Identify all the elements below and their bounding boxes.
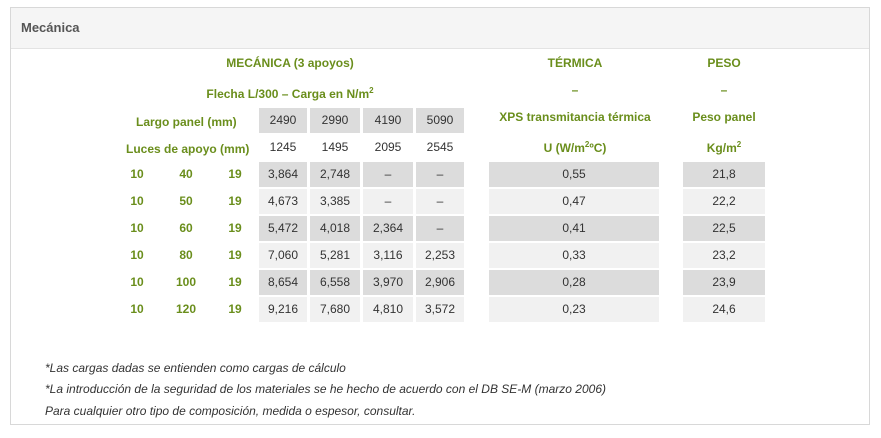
row-value-1: 10 bbox=[130, 167, 144, 181]
load-cell: 4,673 bbox=[259, 189, 307, 214]
load-cell: – bbox=[363, 162, 413, 187]
load-cell: 8,654 bbox=[259, 270, 307, 295]
note-line: Para cualquier otro tipo de composición,… bbox=[45, 404, 416, 418]
row-value-3: 19 bbox=[228, 194, 242, 208]
peso-cell: 22,2 bbox=[683, 189, 765, 214]
header-xps: XPS transmitancia térmica bbox=[499, 110, 651, 124]
label-largo-panel: Largo panel (mm) bbox=[136, 115, 237, 129]
load-cell: 4,810 bbox=[363, 297, 413, 322]
u-cell: 0,23 bbox=[489, 297, 659, 322]
largo-cell: 4190 bbox=[363, 108, 413, 133]
load-cell: – bbox=[416, 189, 464, 214]
header-u: U (W/m2ºC) bbox=[490, 140, 660, 155]
row-value-1: 10 bbox=[130, 221, 144, 235]
header-flecha: Flecha L/300 – Carga en N/m2 bbox=[170, 86, 410, 101]
peso-cell: 24,6 bbox=[683, 297, 765, 322]
row-value-2: 40 bbox=[179, 167, 193, 181]
kg-sup: 2 bbox=[736, 140, 742, 149]
u-suffix: ºC) bbox=[589, 141, 607, 155]
luces-cell: 2095 bbox=[363, 135, 413, 160]
u-cell: 0,55 bbox=[489, 162, 659, 187]
load-cell: 2,906 bbox=[416, 270, 464, 295]
u-sup: 2 bbox=[584, 140, 590, 149]
row-value-1: 10 bbox=[130, 275, 144, 289]
row-value-1: 10 bbox=[130, 248, 144, 262]
largo-cell: 5090 bbox=[416, 108, 464, 133]
header-kg: Kg/m2 bbox=[683, 140, 765, 155]
note-line: *Las cargas dadas se entienden como carg… bbox=[45, 361, 346, 375]
termica-dash: – bbox=[571, 83, 579, 97]
load-cell: 3,572 bbox=[416, 297, 464, 322]
panel-header: Mecánica bbox=[11, 8, 869, 49]
load-cell: 6,558 bbox=[310, 270, 360, 295]
row-value-1: 10 bbox=[130, 302, 144, 316]
header-peso: PESO bbox=[707, 56, 741, 70]
row-value-3: 19 bbox=[228, 275, 242, 289]
u-cell: 0,33 bbox=[489, 243, 659, 268]
row-value-3: 19 bbox=[228, 167, 242, 181]
u-cell: 0,41 bbox=[489, 216, 659, 241]
u-prefix: U (W/m bbox=[543, 141, 585, 155]
load-cell: 3,864 bbox=[259, 162, 307, 187]
row-value-2: 100 bbox=[175, 275, 197, 289]
flecha-text: Flecha L/300 – Carga en N/m bbox=[206, 87, 370, 101]
row-value-2: 50 bbox=[179, 194, 193, 208]
u-cell: 0,28 bbox=[489, 270, 659, 295]
row-value-3: 19 bbox=[228, 248, 242, 262]
load-cell: 5,472 bbox=[259, 216, 307, 241]
row-value-1: 10 bbox=[130, 194, 144, 208]
row-value-2: 60 bbox=[179, 221, 193, 235]
row-value-2: 120 bbox=[175, 302, 197, 316]
label-luces-apoyo: Luces de apoyo (mm) bbox=[126, 142, 250, 156]
peso-cell: 22,5 bbox=[683, 216, 765, 241]
row-value-3: 19 bbox=[228, 302, 242, 316]
largo-cell: 2990 bbox=[310, 108, 360, 133]
load-cell: 4,018 bbox=[310, 216, 360, 241]
luces-cell: 2545 bbox=[416, 135, 464, 160]
largo-cell: 2490 bbox=[259, 108, 307, 133]
load-cell: 7,060 bbox=[259, 243, 307, 268]
load-cell: 2,253 bbox=[416, 243, 464, 268]
load-cell: – bbox=[363, 189, 413, 214]
header-termica: TÉRMICA bbox=[547, 56, 603, 70]
u-cell: 0,47 bbox=[489, 189, 659, 214]
load-cell: 9,216 bbox=[259, 297, 307, 322]
load-cell: 2,748 bbox=[310, 162, 360, 187]
load-cell: – bbox=[416, 216, 464, 241]
kg-prefix: Kg/m bbox=[706, 141, 737, 155]
load-cell: 7,680 bbox=[310, 297, 360, 322]
luces-cell: 1495 bbox=[310, 135, 360, 160]
peso-cell: 23,9 bbox=[683, 270, 765, 295]
note-line: *La introducción de la seguridad de los … bbox=[45, 382, 606, 396]
row-value-3: 19 bbox=[228, 221, 242, 235]
peso-cell: 21,8 bbox=[683, 162, 765, 187]
load-cell: 3,970 bbox=[363, 270, 413, 295]
load-cell: 3,385 bbox=[310, 189, 360, 214]
flecha-sup: 2 bbox=[369, 86, 374, 95]
load-cell: 3,116 bbox=[363, 243, 413, 268]
peso-cell: 23,2 bbox=[683, 243, 765, 268]
header-peso-panel: Peso panel bbox=[692, 110, 756, 124]
row-value-2: 80 bbox=[179, 248, 193, 262]
header-mecanica: MECÁNICA (3 apoyos) bbox=[226, 56, 354, 70]
load-cell: – bbox=[416, 162, 464, 187]
load-cell: 2,364 bbox=[363, 216, 413, 241]
luces-cell: 1245 bbox=[259, 135, 307, 160]
panel-title: Mecánica bbox=[21, 20, 80, 35]
load-cell: 5,281 bbox=[310, 243, 360, 268]
peso-dash: – bbox=[720, 83, 728, 97]
